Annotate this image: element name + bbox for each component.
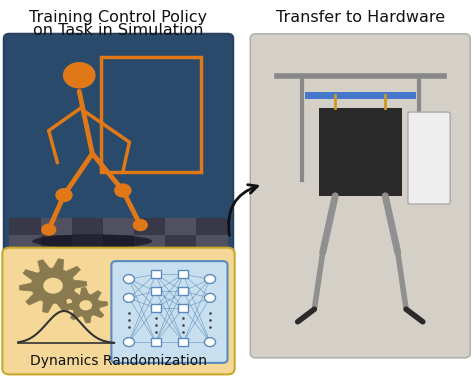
Bar	[103, 252, 134, 269]
Circle shape	[80, 300, 92, 310]
Bar	[134, 252, 165, 269]
Circle shape	[123, 275, 135, 283]
Circle shape	[123, 338, 135, 347]
Bar	[9, 252, 41, 269]
Polygon shape	[64, 288, 108, 323]
Bar	[9, 218, 41, 235]
Bar	[41, 252, 72, 269]
Circle shape	[123, 293, 135, 302]
Circle shape	[133, 219, 148, 231]
Text: Dynamics Randomization: Dynamics Randomization	[30, 354, 207, 367]
Bar	[134, 235, 165, 252]
Bar	[41, 218, 72, 235]
Circle shape	[204, 338, 216, 347]
Ellipse shape	[32, 234, 152, 248]
Bar	[9, 235, 41, 252]
Circle shape	[63, 62, 96, 89]
FancyBboxPatch shape	[408, 112, 450, 204]
FancyBboxPatch shape	[2, 248, 235, 374]
Bar	[319, 108, 402, 196]
FancyBboxPatch shape	[151, 270, 161, 278]
FancyArrowPatch shape	[228, 185, 257, 235]
Bar	[134, 218, 165, 235]
Circle shape	[41, 223, 56, 236]
FancyBboxPatch shape	[111, 261, 228, 363]
FancyBboxPatch shape	[250, 34, 470, 358]
FancyBboxPatch shape	[4, 34, 233, 273]
FancyBboxPatch shape	[178, 287, 188, 295]
Bar	[103, 235, 134, 252]
Circle shape	[43, 278, 63, 294]
Bar	[103, 218, 134, 235]
Bar	[165, 235, 196, 252]
FancyBboxPatch shape	[178, 338, 188, 346]
Circle shape	[204, 275, 216, 283]
Bar	[72, 218, 103, 235]
Bar	[196, 235, 228, 252]
Text: Transfer to Hardware: Transfer to Hardware	[276, 10, 445, 25]
Bar	[41, 235, 72, 252]
FancyBboxPatch shape	[178, 270, 188, 278]
FancyBboxPatch shape	[151, 338, 161, 346]
Circle shape	[55, 188, 73, 202]
Bar	[72, 235, 103, 252]
Text: Training Control Policy: Training Control Policy	[29, 10, 208, 25]
Bar	[196, 218, 228, 235]
Bar	[165, 218, 196, 235]
Circle shape	[204, 293, 216, 302]
Polygon shape	[19, 259, 87, 313]
FancyBboxPatch shape	[178, 304, 188, 312]
Text: on Task in Simulation: on Task in Simulation	[33, 23, 204, 38]
FancyBboxPatch shape	[151, 287, 161, 295]
Bar	[72, 252, 103, 269]
Bar	[196, 252, 228, 269]
Circle shape	[114, 184, 132, 197]
Bar	[165, 252, 196, 269]
FancyBboxPatch shape	[151, 304, 161, 312]
